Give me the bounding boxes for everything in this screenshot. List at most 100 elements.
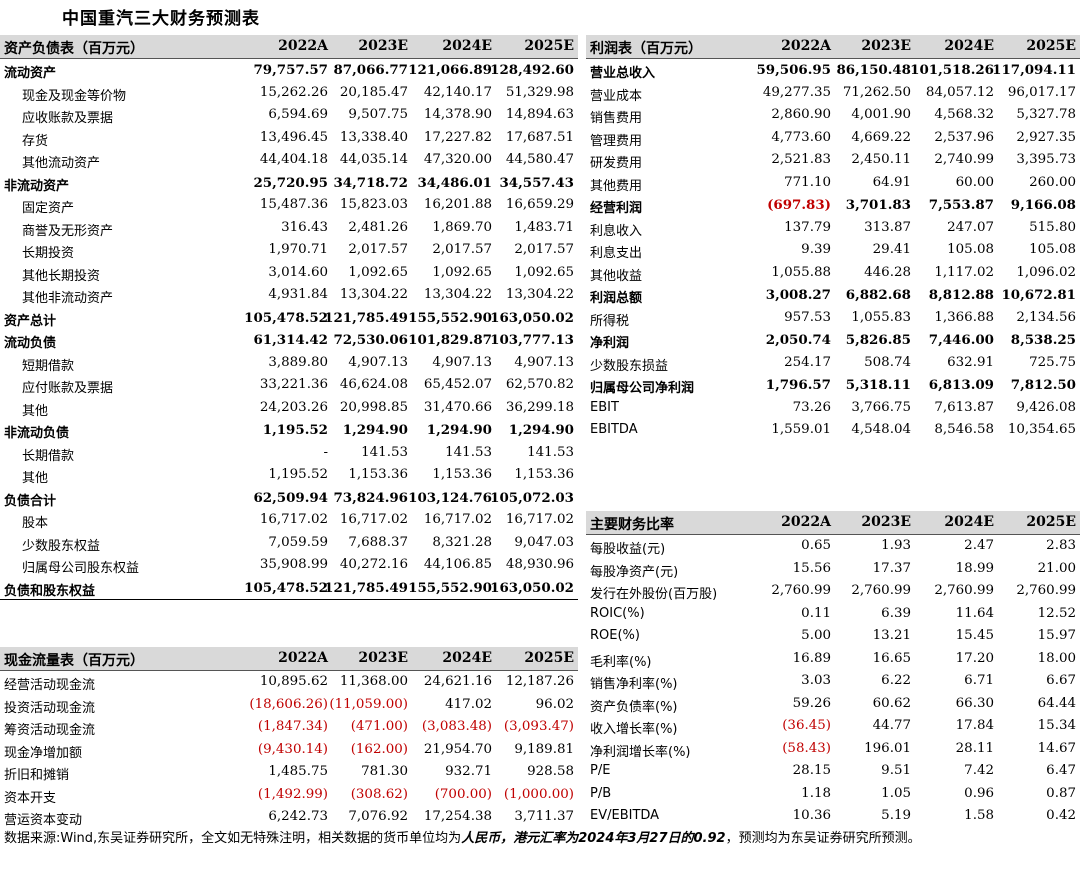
- cell-value: 121,785.49: [324, 309, 408, 326]
- table-row: 利润总额 3,008.27 6,882.68 8,812.88 10,672.81: [586, 284, 1080, 307]
- cell-value: 196.01: [864, 740, 911, 756]
- row-label: 经营利润: [590, 201, 643, 216]
- cell-value: 163,050.02: [490, 309, 574, 326]
- cell-value: 1,055.88: [771, 264, 831, 280]
- cell-value: (1,492.99): [257, 786, 328, 802]
- table-row: EBIT 73.26 3,766.75 7,613.87 9,426.08: [586, 397, 1080, 420]
- cell-value: 9.39: [801, 242, 831, 257]
- cell-value: 44,035.14: [339, 152, 408, 167]
- cell-value: 9,166.08: [1010, 197, 1076, 213]
- cell-value: 6.47: [1046, 763, 1076, 778]
- cell-value: 117,094.11: [992, 62, 1076, 78]
- row-label: 净利润: [590, 336, 630, 351]
- cell-value: (1,000.00): [503, 786, 574, 802]
- cell-value: 3,889.80: [268, 354, 328, 370]
- cell-value: 7,553.87: [928, 197, 994, 213]
- table-row: 归属母公司股东权益 35,908.99 40,272.16 44,106.85 48,9…: [0, 554, 578, 577]
- table-header: 主要财务比率 2022A 2023E 2024E 2025E: [586, 511, 1080, 535]
- cell-value: 1,366.88: [934, 309, 994, 325]
- cell-value: 66.30: [955, 695, 994, 711]
- row-label: 固定资产: [22, 201, 75, 216]
- row-label: 所得税: [590, 313, 630, 329]
- table-row: 毛利率(%) 16.89 16.65 17.20 18.00: [586, 648, 1080, 671]
- cell-value: 781.30: [361, 764, 408, 779]
- table-row: 其他流动资产 44,404.18 44,035.14 47,320.00 44,580.…: [0, 149, 578, 172]
- cell-value: (36.45): [782, 718, 831, 733]
- cell-value: 155,552.90: [408, 579, 492, 596]
- table-row: 销售净利率(%) 3.03 6.22 6.71 6.67: [586, 670, 1080, 693]
- cell-value: (11,059.00): [329, 696, 408, 712]
- cell-value: 15.56: [792, 560, 831, 576]
- cell-value: 2,450.11: [851, 152, 911, 167]
- cell-value: 64.44: [1037, 695, 1076, 711]
- cell-value: 16,717.02: [505, 512, 574, 527]
- row-label: 研发费用: [590, 156, 643, 171]
- row-label: 每股净资产(元): [590, 564, 679, 580]
- cell-value: 17.37: [872, 560, 911, 576]
- cell-value: 1,055.83: [851, 309, 911, 325]
- cell-value: 15,262.26: [259, 84, 328, 100]
- cell-value: 62,509.94: [253, 489, 328, 506]
- year-header: 2023E: [861, 38, 911, 54]
- row-label: 资产总计: [4, 313, 57, 329]
- cell-value: 1.93: [881, 538, 911, 553]
- row-label: 少数股东权益: [22, 538, 101, 554]
- row-label: 投资活动现金流: [4, 700, 96, 716]
- row-label: 应付账款及票据: [22, 381, 114, 396]
- cell-value: 10,672.81: [1001, 287, 1076, 303]
- cell-value: 14,378.90: [423, 107, 492, 122]
- cell-value: 1,195.52: [262, 422, 328, 438]
- cell-value: 64.91: [872, 174, 911, 190]
- row-label: 存货: [22, 133, 49, 149]
- cell-value: (697.83): [767, 197, 831, 213]
- cell-value: 6,882.68: [845, 287, 911, 303]
- cell-value: 34,557.43: [499, 174, 574, 191]
- cell-value: 12.52: [1037, 605, 1076, 621]
- cell-value: 2,481.26: [348, 219, 408, 235]
- cell-value: 928.58: [527, 764, 574, 779]
- cell-value: 13,304.22: [423, 287, 492, 302]
- cell-value: 1,092.65: [514, 264, 574, 280]
- cell-value: 44,106.85: [423, 557, 492, 572]
- table-row: 长期投资 1,970.71 2,017.57 2,017.57 2,017.57: [0, 239, 578, 262]
- table-row: 投资活动现金流 (18,606.26) (11,059.00) 417.02 96.02: [0, 694, 578, 717]
- cell-value: 87,066.77: [333, 62, 408, 78]
- cell-value: 16.65: [872, 650, 911, 666]
- row-label: 经营活动现金流: [4, 678, 96, 693]
- table-row: 其他 24,203.26 20,998.85 31,470.66 36,299.18: [0, 397, 578, 420]
- cell-value: 33,221.36: [259, 377, 328, 392]
- cell-value: 11,368.00: [339, 674, 408, 689]
- table-row: 收入增长率(%) (36.45) 44.77 17.84 15.34: [586, 715, 1080, 738]
- row-label: ROIC(%): [590, 605, 645, 621]
- cell-value: 44.77: [872, 718, 911, 733]
- cell-value: 2,740.99: [934, 152, 994, 167]
- cell-value: 49,277.35: [762, 84, 831, 100]
- table-heading: 资产负债表（百万元）: [4, 41, 144, 57]
- cell-value: 6.39: [881, 605, 911, 621]
- cell-value: 61,314.42: [253, 332, 328, 348]
- cell-value: 2,521.83: [771, 152, 831, 167]
- cell-value: 15,487.36: [259, 197, 328, 212]
- year-header: 2023E: [358, 38, 408, 54]
- row-label: 其他流动资产: [22, 156, 101, 171]
- table-row: P/E 28.15 9.51 7.42 6.47: [586, 760, 1080, 783]
- table-heading: 利润表（百万元）: [590, 41, 702, 57]
- cell-value: 0.11: [801, 605, 831, 621]
- row-label: P/B: [590, 785, 612, 801]
- row-label: 其他非流动资产: [22, 291, 114, 306]
- cell-value: 25,720.95: [253, 174, 328, 191]
- cash-flow-table: 现金流量表（百万元） 2022A 2023E 2024E 2025E 经营活动现金流 10,…: [0, 647, 578, 829]
- row-label: P/E: [590, 763, 611, 778]
- cell-value: 2.47: [964, 538, 994, 553]
- cell-value: (3,093.47): [503, 719, 574, 734]
- cell-value: 34,486.01: [417, 174, 492, 191]
- cell-value: 105.08: [1029, 242, 1076, 257]
- row-label: 现金净增加额: [4, 745, 83, 761]
- table-row: 现金及现金等价物 15,262.26 20,185.47 42,140.17 51,32…: [0, 82, 578, 105]
- cell-value: 2,927.35: [1016, 129, 1076, 145]
- cell-value: 2,537.96: [934, 129, 994, 145]
- cell-value: 73,824.96: [333, 489, 408, 506]
- cell-value: 72,530.06: [333, 332, 408, 348]
- cell-value: 7,059.59: [268, 534, 328, 550]
- table-row: ROIC(%) 0.11 6.39 11.64 12.52: [586, 603, 1080, 626]
